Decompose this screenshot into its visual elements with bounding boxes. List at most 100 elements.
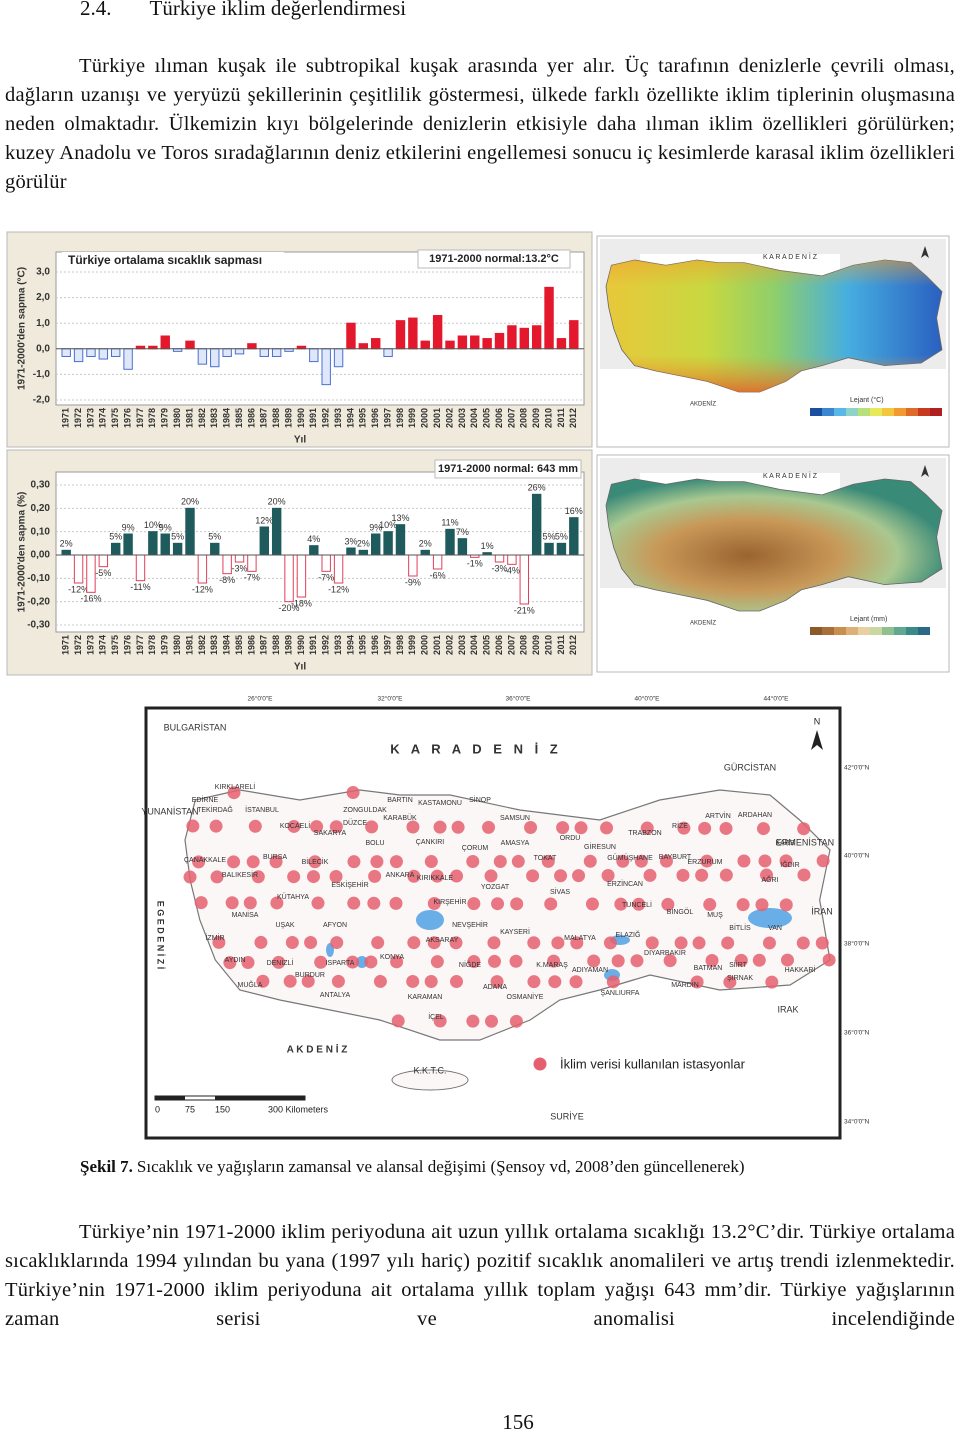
station-dot bbox=[541, 854, 555, 868]
station-dot bbox=[779, 854, 793, 868]
x-tick-label: 1980 bbox=[172, 408, 182, 428]
city-label: AKSARAY bbox=[426, 937, 459, 944]
city-label: AYDIN bbox=[225, 957, 246, 964]
legend-swatch bbox=[918, 627, 930, 635]
x-tick-label: 1985 bbox=[234, 408, 244, 428]
country-label: K.K.T.C. bbox=[413, 1065, 446, 1075]
bar bbox=[544, 542, 554, 556]
bar bbox=[358, 549, 369, 556]
scale-label: 300 Kilometers bbox=[268, 1104, 329, 1114]
city-label: DÜZCE bbox=[343, 819, 367, 827]
station-dot bbox=[183, 870, 197, 884]
station-dot bbox=[822, 953, 836, 967]
x-tick-label: 2002 bbox=[444, 635, 454, 655]
city-label: BOLU bbox=[365, 840, 384, 847]
station-dot bbox=[510, 897, 524, 911]
section-number: 2.4. bbox=[80, 0, 112, 20]
station-dot bbox=[548, 975, 562, 989]
station-dot bbox=[391, 1014, 405, 1028]
x-tick-label: 1993 bbox=[333, 408, 343, 428]
bar bbox=[531, 493, 542, 556]
section-heading: 2.4. Türkiye iklim değerlendirmesi bbox=[80, 0, 406, 21]
x-tick-label: 2012 bbox=[568, 408, 578, 428]
data-label: 10% bbox=[379, 520, 397, 530]
bar bbox=[371, 533, 381, 556]
country-label: İRAN bbox=[811, 906, 833, 916]
station-dot bbox=[700, 854, 714, 868]
station-dot bbox=[427, 936, 441, 950]
station-dot bbox=[760, 868, 774, 882]
legend-swatch bbox=[870, 627, 882, 635]
x-tick-label: 2010 bbox=[543, 635, 553, 655]
sea-label: A K D E N İ Z bbox=[287, 1043, 348, 1056]
city-label: BİLECİK bbox=[302, 857, 329, 866]
x-tick-label: 1972 bbox=[73, 635, 83, 655]
x-tick-label: 1975 bbox=[110, 408, 120, 428]
chart-subtitle: 1971-2000 normal:13.2°C bbox=[429, 253, 559, 265]
station-dot bbox=[346, 785, 360, 799]
x-tick-label: 1989 bbox=[283, 635, 293, 655]
legend-swatch bbox=[846, 408, 858, 416]
station-dot bbox=[677, 821, 691, 835]
city-label: ADIYAMAN bbox=[572, 967, 608, 974]
city-label: DENİZLİ bbox=[267, 958, 294, 967]
bar bbox=[395, 524, 406, 556]
data-label: -1% bbox=[467, 559, 483, 569]
data-label: -6% bbox=[430, 570, 446, 580]
bar bbox=[408, 554, 418, 577]
legend-swatch bbox=[822, 408, 834, 416]
station-dot bbox=[287, 819, 301, 833]
station-dot bbox=[643, 868, 657, 882]
x-tick-label: 1997 bbox=[382, 408, 392, 428]
bar bbox=[210, 348, 220, 368]
x-tick-label: 2008 bbox=[519, 635, 529, 655]
data-label: -9% bbox=[405, 577, 421, 587]
data-label: -7% bbox=[318, 573, 334, 583]
city-label: AĞRI bbox=[761, 875, 778, 884]
x-tick-label: 2003 bbox=[457, 635, 467, 655]
station-dot bbox=[347, 896, 361, 910]
bar bbox=[445, 528, 455, 556]
station-dot bbox=[487, 936, 501, 950]
station-dot bbox=[186, 819, 200, 833]
cyprus bbox=[391, 1069, 469, 1091]
city-label: ANTALYA bbox=[320, 992, 351, 999]
bar bbox=[160, 533, 170, 556]
station-dot bbox=[368, 869, 382, 883]
station-dot bbox=[616, 854, 630, 868]
north-arrow bbox=[811, 730, 823, 750]
y-tick-label: -0,30 bbox=[27, 620, 50, 631]
city-label: KAYSERİ bbox=[500, 927, 530, 936]
station-dot bbox=[390, 955, 404, 969]
station-dot bbox=[451, 820, 465, 834]
station-dot bbox=[703, 898, 717, 912]
bar bbox=[197, 348, 208, 365]
bar bbox=[309, 348, 319, 363]
sea-label: AKDENİZ bbox=[690, 401, 716, 408]
data-label: 9% bbox=[369, 522, 382, 532]
y-tick-label: 3,0 bbox=[36, 267, 50, 278]
bar bbox=[544, 286, 554, 350]
station-dot bbox=[466, 855, 480, 869]
city-label: BURSA bbox=[263, 854, 287, 861]
data-label: 13% bbox=[391, 513, 409, 523]
bar bbox=[123, 348, 133, 370]
legend-swatch bbox=[894, 627, 906, 635]
country-label: IRAK bbox=[777, 1004, 798, 1014]
station-dot bbox=[661, 897, 675, 911]
station-dot bbox=[603, 936, 617, 950]
lake bbox=[748, 908, 792, 928]
bar bbox=[333, 554, 344, 584]
station-dot bbox=[756, 822, 770, 836]
turkey-map bbox=[184, 789, 831, 1041]
longitude-label: 26°0'0"E bbox=[248, 695, 274, 703]
bar bbox=[61, 348, 71, 357]
north-arrow bbox=[921, 465, 929, 477]
station-dot bbox=[611, 954, 625, 968]
city-label: ESKİŞEHİR bbox=[331, 880, 368, 889]
station-dot bbox=[227, 786, 241, 800]
bar bbox=[494, 332, 505, 350]
city-label: DİYARBAKIR bbox=[644, 948, 686, 957]
bar bbox=[111, 542, 121, 556]
station-dot bbox=[212, 935, 226, 949]
